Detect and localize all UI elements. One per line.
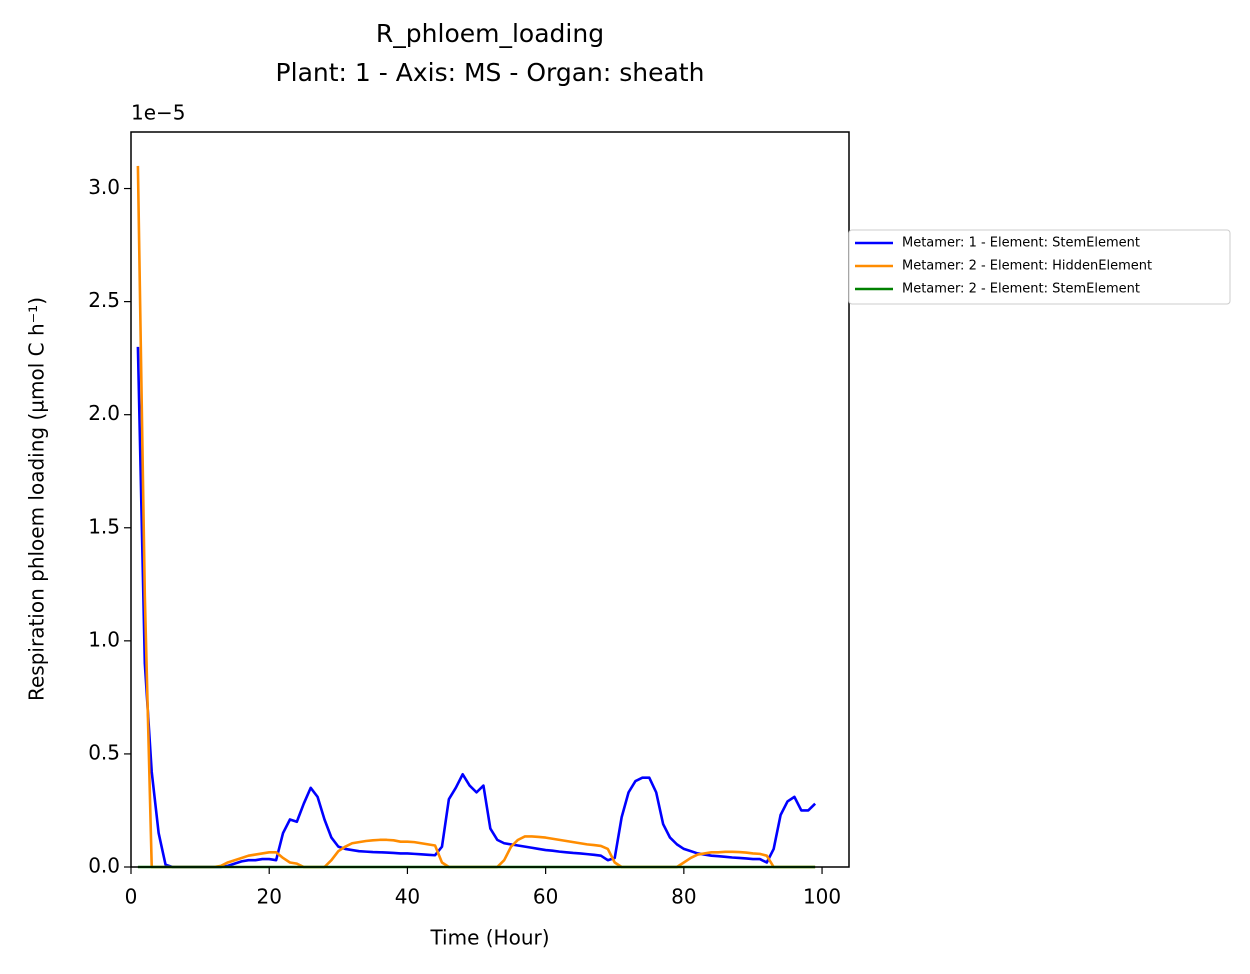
chart-subtitle: Plant: 1 - Axis: MS - Organ: sheath — [276, 58, 705, 87]
axes-frame — [130, 131, 850, 868]
series-line — [136, 165, 816, 869]
x-tick-label: 100 — [803, 885, 841, 909]
x-axis-label: Time (Hour) — [429, 926, 549, 950]
y-tick-label: 2.5 — [88, 288, 120, 312]
y-tick-label: 1.5 — [88, 514, 120, 538]
y-tick-label: 0.0 — [88, 854, 120, 878]
x-tick-label: 60 — [533, 885, 558, 909]
x-tick-label: 80 — [671, 885, 696, 909]
legend-box — [848, 229, 1231, 305]
legend-label: Metamer: 2 - Element: HiddenElement — [902, 259, 1152, 274]
y-tick-label: 2.0 — [88, 401, 120, 425]
y-tick-label: 3.0 — [88, 175, 120, 199]
x-tick-label: 40 — [395, 885, 420, 909]
y-tick-label: 0.5 — [88, 740, 120, 764]
legend-label: Metamer: 1 - Element: StemElement — [902, 236, 1140, 251]
y-tick-label: 1.0 — [88, 627, 120, 651]
legend: Metamer: 1 - Element: StemElement Metamer… — [855, 236, 1152, 297]
plot-area — [136, 165, 817, 869]
series-line — [136, 346, 817, 869]
y-axis-label: Respiration phloem loading (µmol C h⁻¹) — [25, 297, 49, 701]
offset-label: 1e−5 — [131, 101, 186, 125]
legend-label: Metamer: 2 - Element: StemElement — [902, 282, 1140, 297]
chart-title: R_phloem_loading — [376, 19, 604, 48]
x-tick-label: 20 — [256, 885, 281, 909]
x-tick-label: 0 — [125, 885, 138, 909]
